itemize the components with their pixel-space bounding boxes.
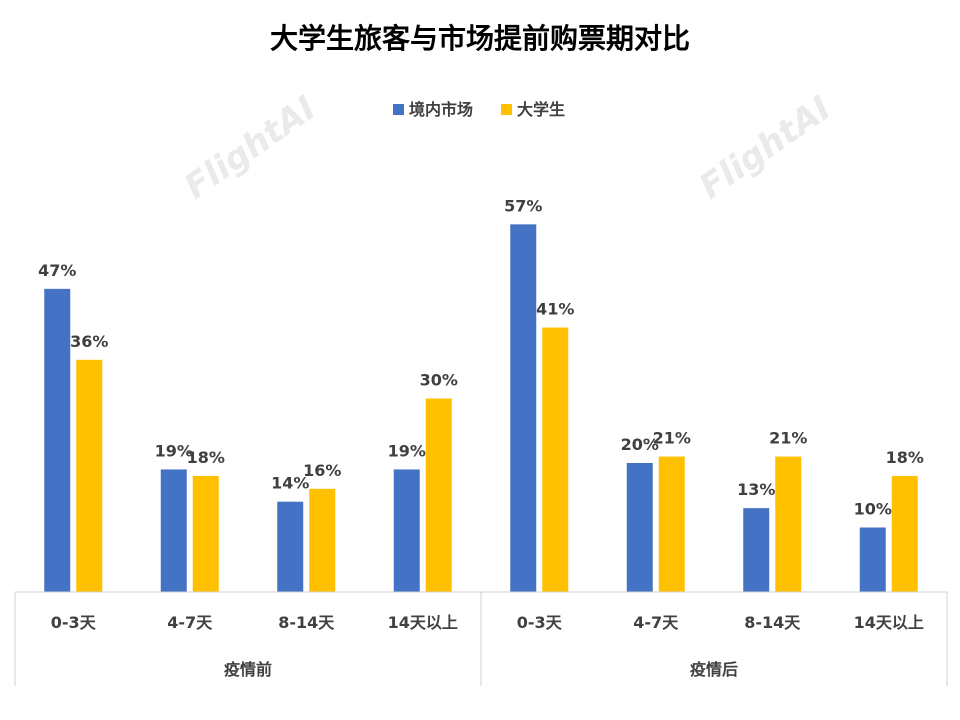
legend-label-domestic: 境内市场 (409, 100, 473, 119)
bar-domestic (44, 288, 71, 592)
bar-domestic (859, 527, 886, 592)
bar-domestic (743, 508, 770, 592)
data-label-student: 18% (187, 448, 225, 467)
bar-domestic (160, 469, 187, 592)
data-label-student: 18% (886, 448, 924, 467)
bar-domestic (277, 501, 304, 592)
legend-label-student: 大学生 (517, 100, 565, 119)
category-label: 14天以上 (854, 613, 924, 632)
bar-domestic (626, 463, 653, 592)
data-label-domestic: 47% (38, 261, 76, 280)
data-label-student: 30% (420, 371, 458, 390)
watermark: FlightAI (177, 88, 323, 207)
data-label-domestic: 19% (388, 441, 426, 460)
watermark: FlightAI (692, 88, 838, 207)
legend: 境内市场 大学生 (393, 100, 565, 119)
legend-swatch-domestic (393, 104, 404, 115)
category-label: 14天以上 (388, 613, 458, 632)
bar-student (542, 327, 569, 592)
chart-title: 大学生旅客与市场提前购票期对比 (270, 22, 690, 55)
bar-student (76, 359, 103, 592)
bar-domestic (393, 469, 420, 592)
category-label: 0-3天 (51, 613, 97, 632)
bar-student (658, 456, 685, 592)
bar-student (192, 475, 219, 592)
bar-student (775, 456, 802, 592)
group-label: 疫情后 (690, 660, 738, 679)
data-label-student: 21% (653, 429, 691, 448)
data-label-domestic: 19% (155, 441, 193, 460)
category-label: 0-3天 (517, 613, 563, 632)
bar-student (309, 488, 336, 592)
plot-area: 47%36%19%18%14%16%19%30%57%41%20%21%13%2… (38, 196, 924, 592)
category-label: 4-7天 (633, 613, 679, 632)
bar-student (425, 398, 452, 592)
category-label: 4-7天 (167, 613, 213, 632)
bar-domestic (510, 224, 537, 592)
legend-swatch-student (501, 104, 512, 115)
data-label-domestic: 20% (621, 435, 659, 454)
category-label: 8-14天 (744, 613, 801, 632)
data-label-student: 21% (769, 429, 807, 448)
data-label-domestic: 10% (854, 500, 892, 519)
data-label-student: 41% (536, 300, 574, 319)
data-label-domestic: 57% (504, 196, 542, 215)
category-label: 8-14天 (278, 613, 335, 632)
data-label-domestic: 14% (271, 474, 309, 493)
data-label-domestic: 13% (737, 480, 775, 499)
group-label: 疫情前 (224, 660, 272, 679)
data-label-student: 16% (303, 461, 341, 480)
data-label-student: 36% (70, 332, 108, 351)
bar-student (891, 475, 918, 592)
